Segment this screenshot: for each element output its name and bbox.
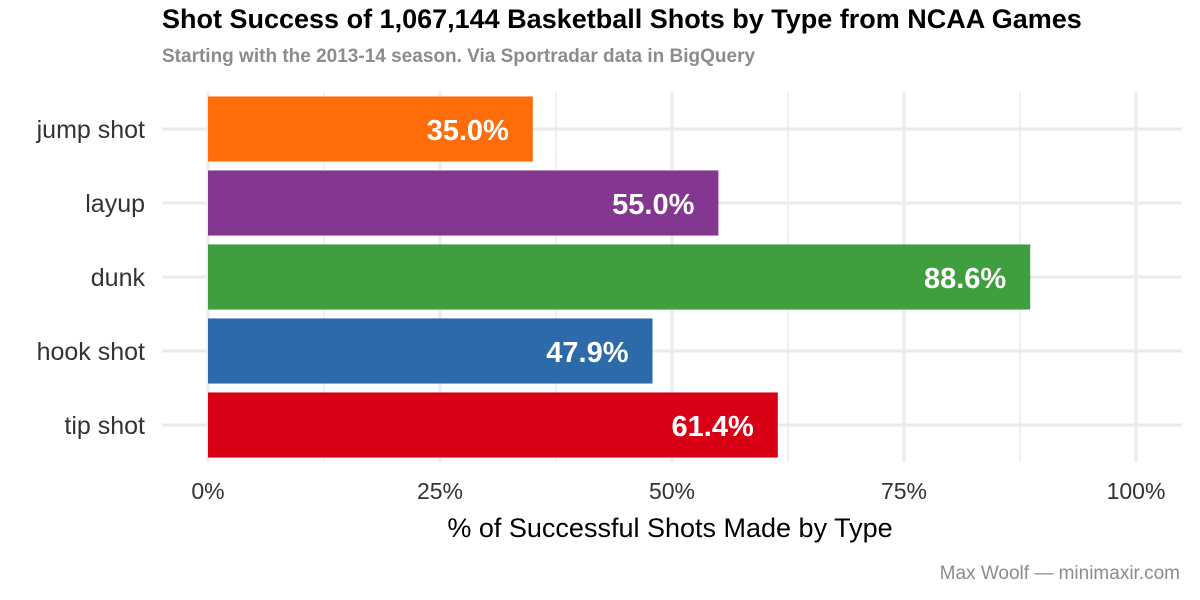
x-tick-label: 75% <box>881 478 927 504</box>
data-label-jump-shot: 35.0% <box>427 115 509 147</box>
x-axis-labels: 0% 25% 50% 75% 100% <box>191 478 1165 504</box>
y-tick-label-layup: layup <box>85 190 145 218</box>
y-tick-label-tip-shot: tip shot <box>64 412 145 440</box>
data-label-tip-shot: 61.4% <box>672 411 754 443</box>
caption: Max Woolf — minimaxir.com <box>939 563 1180 584</box>
bar-jump-shot <box>208 96 533 162</box>
x-tick-label: 25% <box>417 478 463 504</box>
bar-layup <box>208 170 719 236</box>
bar-dunk <box>208 244 1031 310</box>
y-tick-label-dunk: dunk <box>91 264 146 292</box>
data-label-dunk: 88.6% <box>924 263 1006 295</box>
x-tick-label: 100% <box>1107 478 1166 504</box>
bars: 35.0% 55.0% 88.6% 47.9% 61.4% <box>208 96 1031 458</box>
y-tick-label-hook-shot: hook shot <box>37 338 145 366</box>
x-axis-title: % of Successful Shots Made by Type <box>447 513 892 543</box>
data-label-hook-shot: 47.9% <box>546 337 628 369</box>
y-tick-label-jump-shot: jump shot <box>36 116 145 144</box>
bar-hook-shot <box>208 318 653 384</box>
bar-tip-shot <box>208 392 778 458</box>
x-tick-label: 0% <box>191 478 224 504</box>
y-axis-labels: jump shot layup dunk hook shot tip shot <box>36 116 146 440</box>
x-tick-label: 50% <box>649 478 695 504</box>
chart-subtitle: Starting with the 2013-14 season. Via Sp… <box>162 46 756 67</box>
chart-title: Shot Success of 1,067,144 Basketball Sho… <box>162 4 1082 34</box>
data-label-layup: 55.0% <box>612 189 694 221</box>
